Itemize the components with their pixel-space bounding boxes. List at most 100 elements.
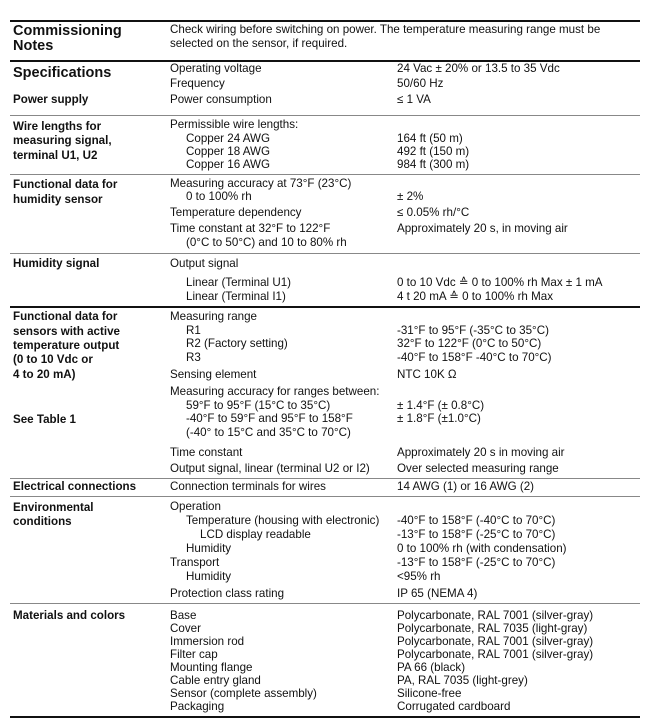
spec-label: Copper 24 AWG: [186, 132, 270, 145]
spec-label: 0 to 100% rh: [186, 190, 252, 203]
spec-label: Operating voltage: [170, 62, 262, 75]
spec-label: 59°F to 95°F (15°C to 35°C): [186, 399, 331, 412]
spec-label: Time constant: [170, 446, 243, 459]
temperature-title: temperature output: [13, 339, 120, 352]
spec-value: ≤ 0.05% rh/°C: [397, 206, 470, 219]
spec-value: Polycarbonate, RAL 7001 (silver-gray): [397, 648, 594, 661]
environment-title: Environmental: [13, 501, 94, 514]
materials-title: Materials and colors: [13, 609, 126, 622]
spec-label: Operation: [170, 500, 221, 513]
spec-value: Polycarbonate, RAL 7035 (light-gray): [397, 622, 588, 635]
spec-value: 984 ft (300 m): [397, 158, 470, 171]
spec-label: Immersion rod: [170, 635, 245, 648]
spec-label: Transport: [170, 556, 220, 569]
spec-value: PA 66 (black): [397, 661, 466, 674]
spec-label: Frequency: [170, 77, 225, 90]
spec-label: Humidity: [186, 570, 232, 583]
divider: [10, 60, 640, 62]
spec-label: Power consumption: [170, 93, 272, 106]
spec-value: 4 t 20 mA ≙ 0 to 100% rh Max: [397, 290, 554, 303]
spec-value: Approximately 20 s, in moving air: [397, 222, 568, 235]
spec-label: Output signal: [170, 257, 239, 270]
spec-label: Time constant at 32°F to 122°F: [170, 222, 331, 235]
spec-value: <95% rh: [397, 570, 441, 583]
wire-title: measuring signal,: [13, 134, 112, 147]
spec-label: Copper 16 AWG: [186, 158, 270, 171]
power-supply-title: Power supply: [13, 93, 89, 106]
divider: [10, 115, 640, 116]
temperature-title: 4 to 20 mA): [13, 368, 76, 381]
spec-label: Cover: [170, 622, 201, 635]
spec-label: R3: [186, 351, 201, 364]
spec-label: Output signal, linear (terminal U2 or I2…: [170, 462, 370, 475]
spec-label: R1: [186, 324, 201, 337]
spec-value: -13°F to 158°F (-25°C to 70°C): [397, 528, 556, 541]
see-table-note: See Table 1: [13, 413, 76, 426]
spec-value: -40°F to 158°F -40°C to 70°C): [397, 351, 552, 364]
spec-value: Corrugated cardboard: [397, 700, 511, 713]
spec-value: NTC 10K Ω: [397, 368, 457, 381]
humidity-signal-title: Humidity signal: [13, 257, 100, 270]
spec-label: Temperature dependency: [170, 206, 302, 219]
spec-value: 164 ft (50 m): [397, 132, 463, 145]
humidity-function-title: humidity sensor: [13, 193, 103, 206]
spec-value: ± 1.4°F (± 0.8°C): [397, 399, 485, 412]
specifications-title: Specifications: [13, 65, 112, 81]
spec-value: Polycarbonate, RAL 7001 (silver-gray): [397, 609, 594, 622]
spec-label: Measuring accuracy at 73°F (23°C): [170, 177, 352, 190]
spec-label: Packaging: [170, 700, 225, 713]
spec-label: Sensing element: [170, 368, 257, 381]
spec-label: LCD display readable: [200, 528, 311, 541]
divider: [10, 253, 640, 254]
spec-label: Measuring accuracy for ranges between:: [170, 385, 380, 398]
electrical-title: Electrical connections: [13, 480, 137, 493]
spec-value: PA, RAL 7035 (light-grey): [397, 674, 528, 687]
wire-title: Wire lengths for: [13, 120, 102, 133]
spec-value: 0 to 10 Vdc ≙ 0 to 100% rh Max ± 1 mA: [397, 276, 603, 289]
spec-value: Polycarbonate, RAL 7001 (silver-gray): [397, 635, 594, 648]
spec-label: Base: [170, 609, 197, 622]
spec-label: Linear (Terminal U1): [186, 276, 292, 289]
spec-label: Mounting flange: [170, 661, 253, 674]
spec-label: Humidity: [186, 542, 232, 555]
spec-label: (-40° to 15°C and 35°C to 70°C): [186, 426, 351, 439]
divider: [10, 716, 640, 718]
humidity-function-title: Functional data for: [13, 178, 118, 191]
divider: [10, 20, 640, 22]
spec-value: ± 2%: [397, 190, 424, 203]
spec-value: 0 to 100% rh (with condensation): [397, 542, 567, 555]
temperature-title: (0 to 10 Vdc or: [13, 353, 93, 366]
spec-label: (0°C to 50°C) and 10 to 80% rh: [186, 236, 347, 249]
spec-label: -40°F to 59°F and 95°F to 158°F: [186, 412, 353, 425]
divider: [10, 496, 640, 497]
notes-text: Check wiring before switching on power. …: [170, 23, 601, 36]
temperature-title: Functional data for: [13, 310, 118, 323]
spec-value: Over selected measuring range: [397, 462, 559, 475]
divider: [10, 603, 640, 604]
spec-label: R2 (Factory setting): [186, 337, 288, 350]
spec-label: Cable entry gland: [170, 674, 261, 687]
spec-value: 24 Vac ± 20% or 13.5 to 35 Vdc: [397, 62, 560, 75]
spec-value: 492 ft (150 m): [397, 145, 470, 158]
spec-label: Filter cap: [170, 648, 218, 661]
spec-label: Connection terminals for wires: [170, 480, 326, 493]
wire-title: terminal U1, U2: [13, 149, 98, 162]
spec-label: Linear (Terminal I1): [186, 290, 286, 303]
environment-title: conditions: [13, 515, 72, 528]
spec-value: -40°F to 158°F (-40°C to 70°C): [397, 514, 556, 527]
spec-value: -13°F to 158°F (-25°C to 70°C): [397, 556, 556, 569]
spec-value: ≤ 1 VA: [397, 93, 431, 106]
divider: [10, 174, 640, 175]
divider: [10, 478, 640, 479]
divider: [10, 306, 640, 308]
spec-label: Protection class rating: [170, 587, 285, 600]
temperature-title: sensors with active: [13, 325, 120, 338]
spec-value: ± 1.8°F (±1.0°C): [397, 412, 481, 425]
spec-value: 50/60 Hz: [397, 77, 444, 90]
spec-label: Sensor (complete assembly): [170, 687, 317, 700]
spec-value: Approximately 20 s in moving air: [397, 446, 565, 459]
notes-title: Commissioning: [13, 23, 122, 39]
spec-value: IP 65 (NEMA 4): [397, 587, 478, 600]
spec-label: Temperature (housing with electronic): [186, 514, 380, 527]
